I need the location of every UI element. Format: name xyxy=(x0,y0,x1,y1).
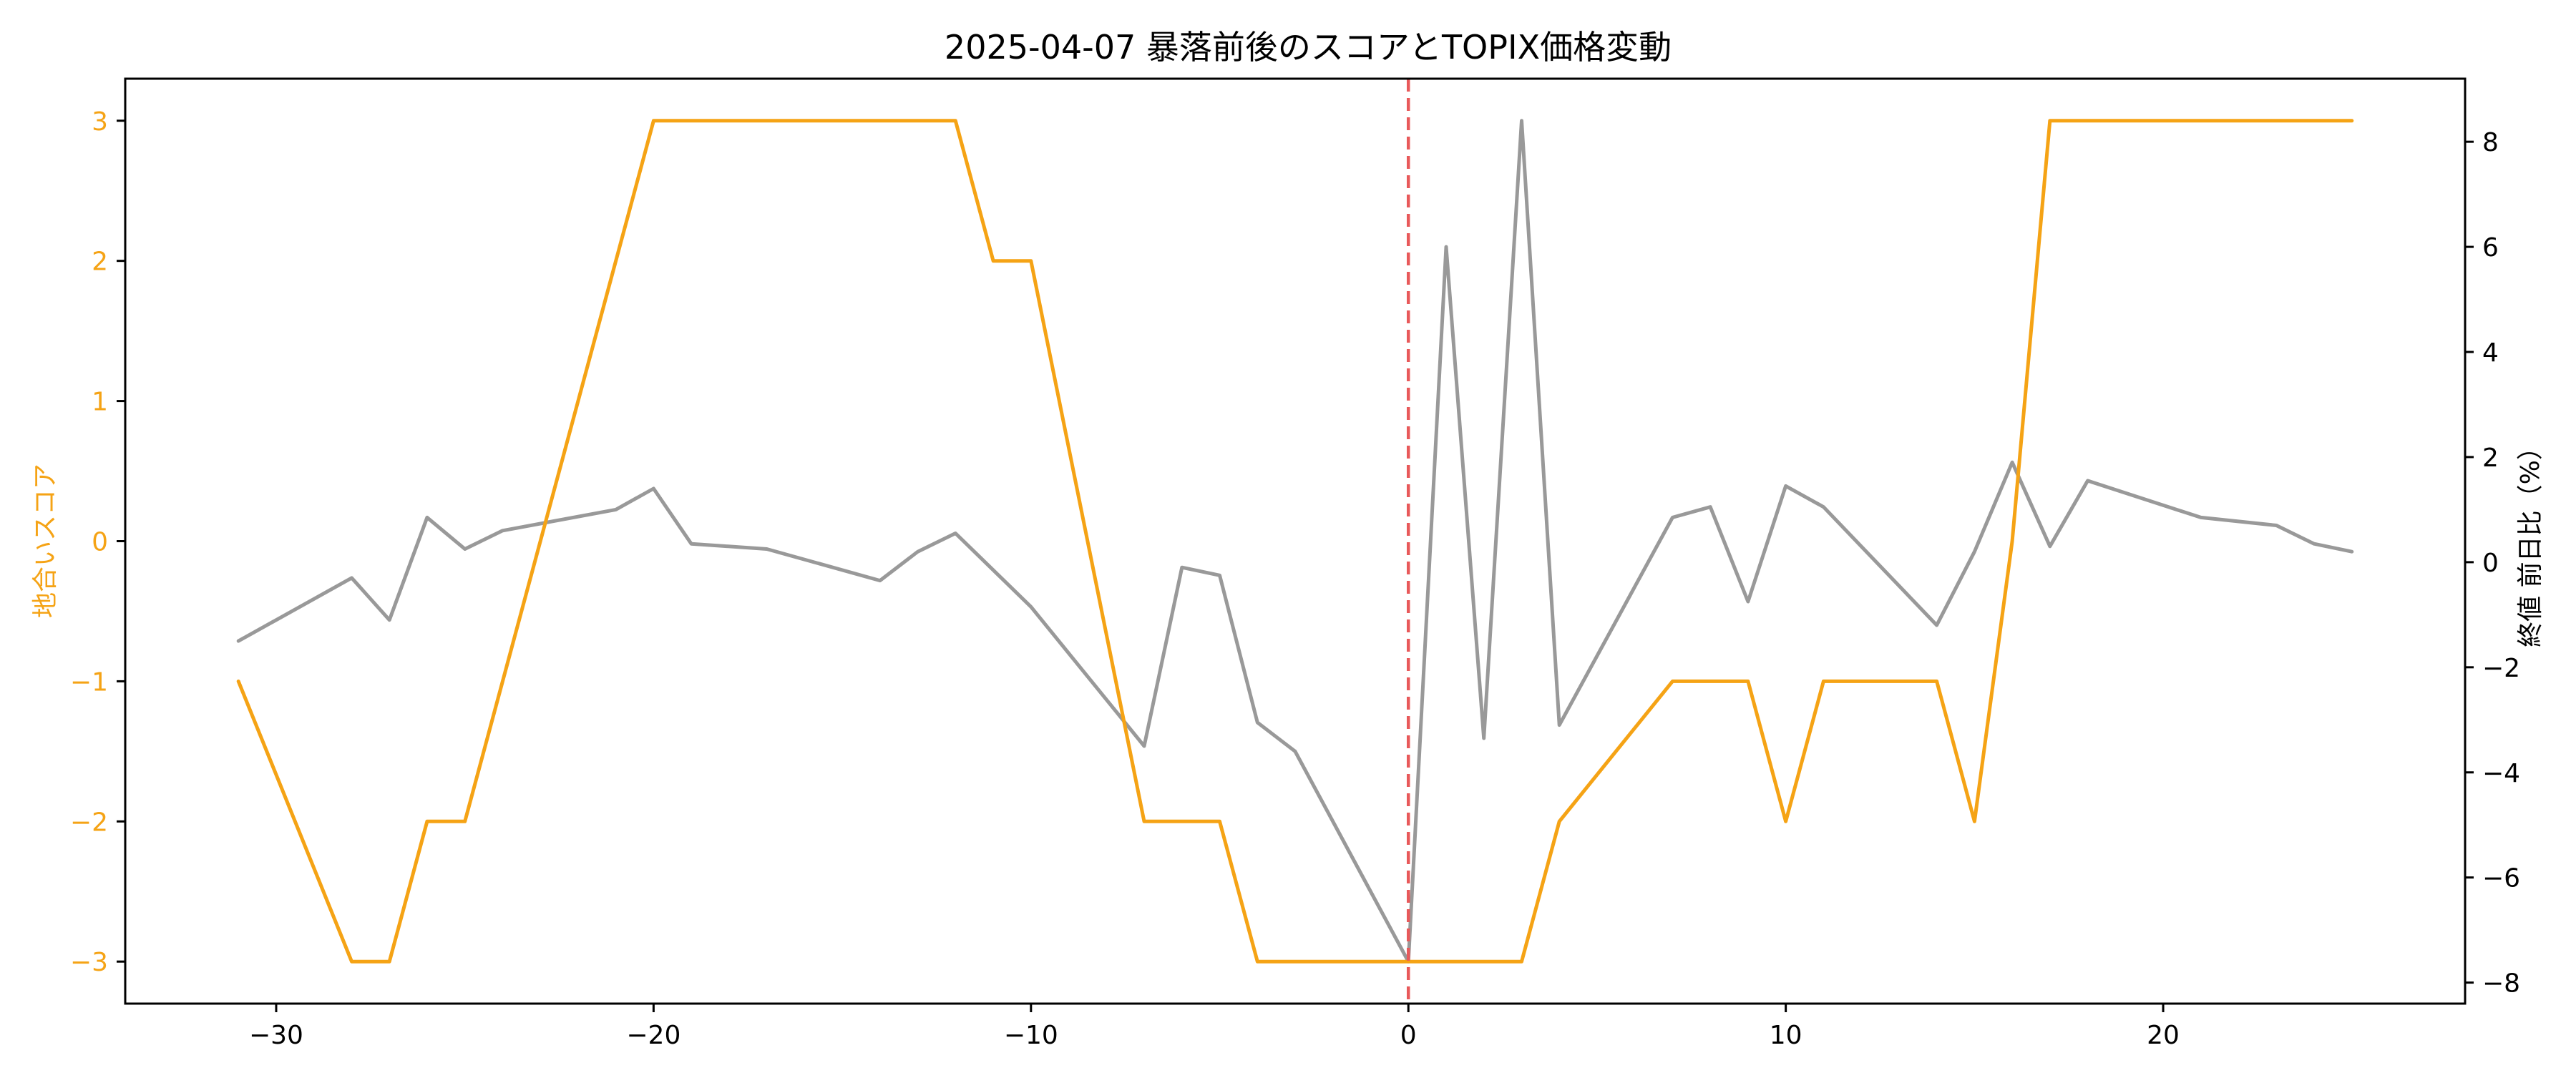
y-right-tick-label: −4 xyxy=(2482,759,2520,788)
y-left-tick-label: −1 xyxy=(70,667,108,697)
chart-title: 2025-04-07 暴落前後のスコアとTOPIX価格変動 xyxy=(945,28,1672,67)
y-left-tick-label: −3 xyxy=(70,948,108,977)
y-right-tick-label: 6 xyxy=(2482,233,2499,263)
x-tick-label: 0 xyxy=(1400,1021,1417,1050)
y-right-tick-label: 4 xyxy=(2482,338,2499,368)
y-left-tick-label: 3 xyxy=(92,107,108,137)
series-line-left xyxy=(236,119,2354,964)
y-axis-right-label: 終値 前日比（%） xyxy=(2516,434,2545,647)
x-tick-label: −10 xyxy=(1004,1021,1058,1050)
plot-frame xyxy=(124,77,2467,1005)
x-tick-label: 10 xyxy=(1770,1021,1802,1050)
x-tick-label: −30 xyxy=(249,1021,303,1050)
y-right-tick-label: 8 xyxy=(2482,128,2499,157)
y-axis-left-label: 地合いスコア xyxy=(31,464,60,618)
x-tick-label: 20 xyxy=(2147,1021,2180,1050)
y-left-tick-label: 1 xyxy=(92,388,108,417)
y-left-tick-label: 0 xyxy=(92,528,108,557)
y-right-tick-label: 2 xyxy=(2482,444,2499,473)
y-right-tick-label: −6 xyxy=(2482,864,2520,893)
plot-marks xyxy=(236,79,2354,1004)
y-right-tick-label: 0 xyxy=(2482,549,2499,578)
y-right-tick-label: −2 xyxy=(2482,654,2520,683)
y-left-tick-label: 2 xyxy=(92,248,108,277)
series-line-right xyxy=(236,119,2354,964)
x-tick-label: −20 xyxy=(626,1021,680,1050)
y-right-tick-label: −8 xyxy=(2482,969,2520,999)
y-left-tick-label: −2 xyxy=(70,808,108,837)
